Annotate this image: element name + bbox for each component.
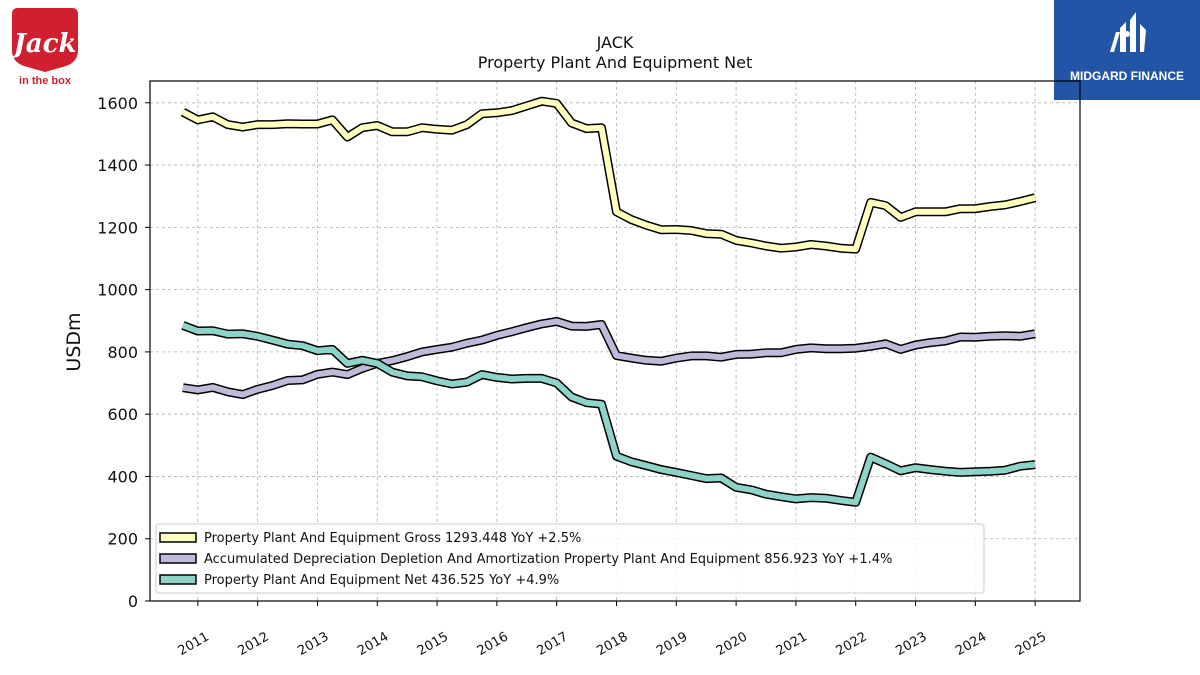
midgard-brand-name: MIDGARD FINANCE xyxy=(1070,69,1184,83)
x-tick-label: 2015 xyxy=(415,629,451,659)
x-tick-label: 2023 xyxy=(893,629,929,659)
legend-swatch xyxy=(159,574,197,585)
x-tick-label: 2012 xyxy=(235,629,271,659)
jack-logo-badge xyxy=(12,8,78,72)
y-tick-label: 1400 xyxy=(97,156,138,175)
x-tick-label: 2020 xyxy=(714,629,750,659)
series-line-fill xyxy=(181,322,1036,506)
y-tick-label: 600 xyxy=(107,405,138,424)
midgard-emblem-icon xyxy=(1110,12,1146,52)
legend-box xyxy=(155,523,985,594)
x-axis-ticks: 2011 2012 2013 2014 2015 2016 2017 2018 2019 2020… xyxy=(176,601,1049,659)
x-tick-label: 2024 xyxy=(953,629,989,659)
chart-subtitle: Property Plant And Equipment Net xyxy=(478,53,753,72)
jack-in-the-box-logo: Jack in the box xyxy=(6,6,84,88)
y-tick-label: 0 xyxy=(128,592,138,611)
x-tick-label: 2014 xyxy=(355,629,391,659)
x-tick-label: 2011 xyxy=(176,629,212,659)
x-tick-label: 2017 xyxy=(535,629,571,659)
y-tick-label: 1000 xyxy=(97,281,138,300)
y-tick-label: 1200 xyxy=(97,218,138,237)
series-line-fill xyxy=(182,318,1036,398)
plot-frame xyxy=(149,80,1081,602)
y-axis-label: USDm xyxy=(63,312,85,371)
x-tick-label: 2025 xyxy=(1013,629,1049,659)
series-line-fill xyxy=(181,98,1036,253)
x-tick-label: 2019 xyxy=(654,629,690,659)
jack-logo-tagline: in the box xyxy=(19,75,72,87)
legend-label: Property Plant And Equipment Gross 1293.… xyxy=(204,531,581,546)
series-line-outline xyxy=(182,316,1036,400)
x-tick-label: 2013 xyxy=(295,629,331,659)
legend-swatch xyxy=(159,553,197,564)
legend-swatch xyxy=(159,532,197,543)
series-lines xyxy=(180,96,1037,507)
legend: Property Plant And Equipment Gross 1293.… xyxy=(155,523,985,594)
x-tick-label: 2022 xyxy=(834,629,870,659)
chart-title: JACK xyxy=(596,33,634,52)
y-tick-label: 400 xyxy=(107,467,138,486)
x-tick-label: 2021 xyxy=(774,629,810,659)
midgard-finance-logo: MIDGARD FINANCE xyxy=(1054,0,1200,100)
y-axis-ticks: 0 200 400 600 800 1000 1200 1400 1600 xyxy=(97,94,150,611)
series-1-line xyxy=(180,96,1037,254)
x-tick-label: 2016 xyxy=(475,629,511,659)
series-2-line xyxy=(182,316,1036,400)
series-3-line xyxy=(181,321,1036,507)
grid-lines xyxy=(150,81,1080,602)
y-tick-label: 200 xyxy=(107,530,138,549)
legend-label: Accumulated Depreciation Depletion And A… xyxy=(204,552,892,567)
x-tick-label: 2018 xyxy=(594,629,630,659)
legend-label: Property Plant And Equipment Net 436.525… xyxy=(204,573,559,588)
y-tick-label: 800 xyxy=(107,343,138,362)
y-tick-label: 1600 xyxy=(97,94,138,113)
jack-logo-wordmark: Jack xyxy=(9,29,77,59)
